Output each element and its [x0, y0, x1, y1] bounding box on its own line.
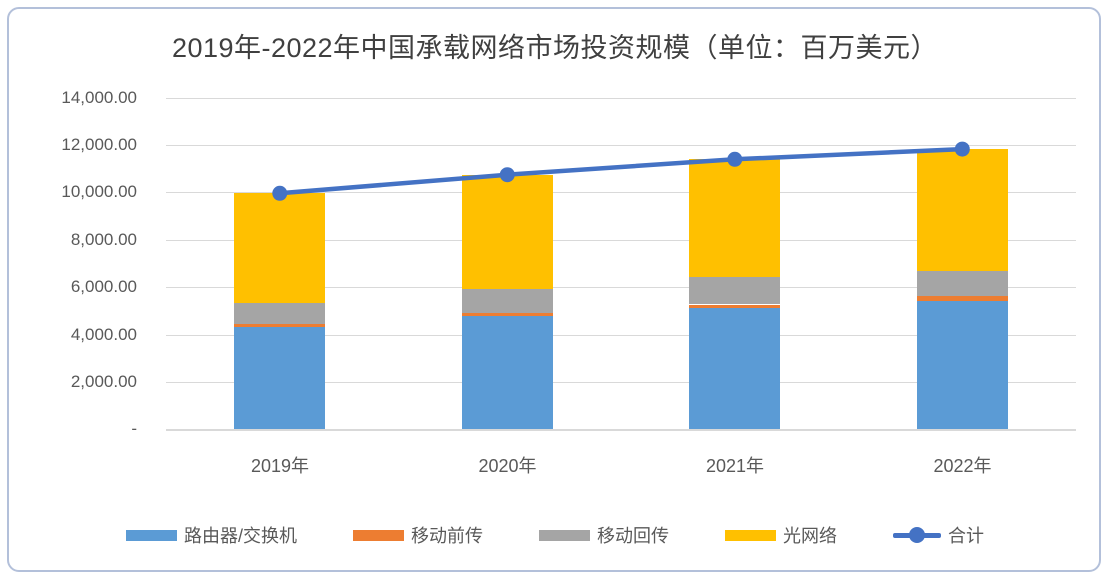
y-axis-tick-label: 12,000.00: [61, 135, 137, 155]
x-axis-label: 2019年: [250, 456, 310, 476]
total-line: [277, 146, 965, 196]
legend-swatch-icon: [353, 529, 404, 541]
legend-label: 路由器/交换机: [183, 526, 297, 546]
bar-segment-光网络-2020年: [461, 174, 553, 290]
y-axis-tick-label: 14,000.00: [61, 87, 137, 107]
legend-label: 光网络: [783, 526, 837, 546]
y-axis-tick-label: 4,000.00: [70, 324, 137, 344]
bar-segment-光网络-2022年: [916, 149, 1008, 271]
y-axis-tick-label: 10,000.00: [61, 182, 137, 202]
y-axis-tick-label: 6,000.00: [70, 277, 137, 297]
y-gridline: [166, 97, 1076, 99]
y-gridline: [166, 239, 1076, 241]
x-axis-label: 2020年: [478, 456, 537, 476]
chart-canvas: 2019年-2022年中国承载网络市场投资规模（单位：百万美元） - 2,000.…: [9, 9, 1099, 570]
y-gridline: [166, 334, 1076, 336]
y-gridline: [166, 381, 1076, 383]
legend: 路由器/交换机 移动前传 移动回传 光网络 合计: [9, 522, 1099, 548]
x-axis-label: 2022年: [933, 456, 992, 476]
bar-segment-路由器/交换机-2019年: [234, 327, 326, 430]
legend-item-路由器/交换机: 路由器/交换机: [125, 522, 297, 548]
bar-segment-光网络-2021年: [689, 159, 781, 278]
bar-segment-光网络-2019年: [234, 193, 326, 303]
x-axis-line: [166, 429, 1076, 432]
legend-label: 移动回传: [597, 526, 669, 546]
chart-title: 2019年-2022年中国承载网络市场投资规模（单位：百万美元）: [171, 33, 939, 63]
legend-swatch-icon: [125, 529, 177, 541]
bar-segment-移动回传-2022年: [916, 270, 1008, 297]
y-axis-tick-label: 2,000.00: [70, 371, 137, 391]
y-axis-tick-label: -: [131, 419, 137, 439]
bar-segment-移动回传-2019年: [234, 302, 326, 324]
x-axis-label: 2021年: [705, 456, 765, 476]
y-gridline: [166, 287, 1076, 289]
legend-swatch-icon: [725, 529, 776, 541]
bar-segment-移动前传-2022年: [916, 296, 1008, 302]
legend-label: 合计: [948, 526, 984, 546]
bar-segment-路由器/交换机-2020年: [461, 315, 553, 430]
y-gridline: [166, 145, 1076, 147]
legend-swatch-icon: [539, 529, 590, 541]
bar-segment-移动前传-2020年: [461, 313, 553, 316]
legend-item-移动回传: 移动回传: [539, 522, 669, 548]
bar-segment-路由器/交换机-2021年: [689, 307, 781, 430]
bar-segment-移动前传-2021年: [689, 304, 781, 308]
bar-segment-路由器/交换机-2022年: [916, 301, 1008, 430]
legend-item-移动前传: 移动前传: [353, 522, 483, 548]
legend-line-marker-icon: [893, 527, 941, 543]
legend-label: 移动前传: [411, 526, 483, 546]
bar-segment-移动前传-2019年: [234, 323, 326, 327]
legend-item-光网络: 光网络: [725, 522, 837, 548]
chart-frame: 2019年-2022年中国承载网络市场投资规模（单位：百万美元） - 2,000.…: [7, 7, 1101, 572]
bar-segment-移动回传-2021年: [689, 277, 781, 305]
legend-line-dot: [909, 527, 925, 543]
y-axis-tick-label: 8,000.00: [70, 229, 137, 249]
legend-item-合计: 合计: [893, 522, 984, 548]
bar-segment-移动回传-2020年: [461, 289, 553, 313]
